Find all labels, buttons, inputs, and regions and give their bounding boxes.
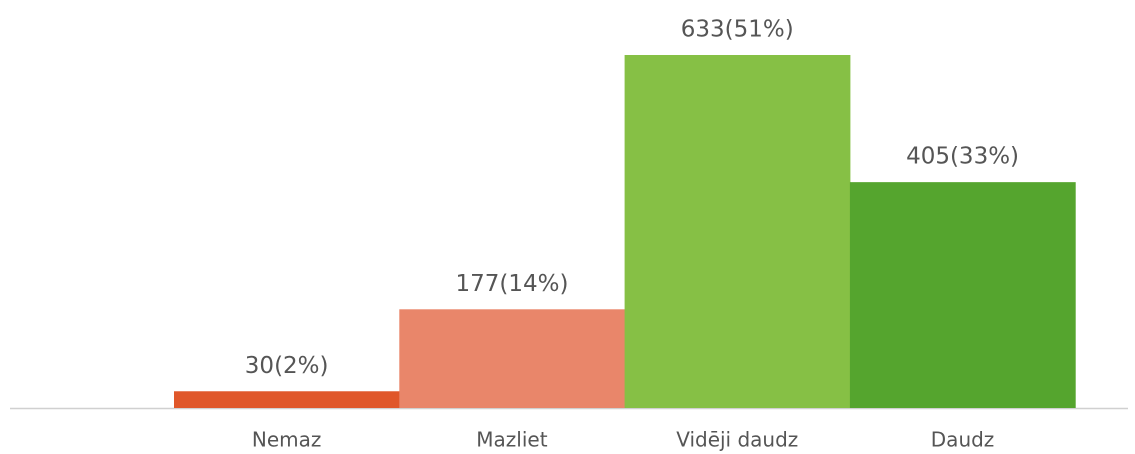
x-tick-label: Daudz: [931, 428, 995, 452]
bar: [624, 55, 851, 408]
x-tick-label: Nemaz: [252, 428, 322, 452]
bar: [174, 391, 400, 408]
value-label: 177(14%): [455, 271, 568, 297]
value-label: 405(33%): [906, 144, 1019, 170]
bar: [399, 309, 626, 408]
x-tick-label: Vidēji daudz: [676, 428, 798, 452]
x-tick-label: Mazliet: [476, 428, 547, 452]
value-label: 30(2%): [245, 353, 329, 379]
bar: [849, 182, 1076, 408]
value-label: 633(51%): [681, 17, 794, 43]
